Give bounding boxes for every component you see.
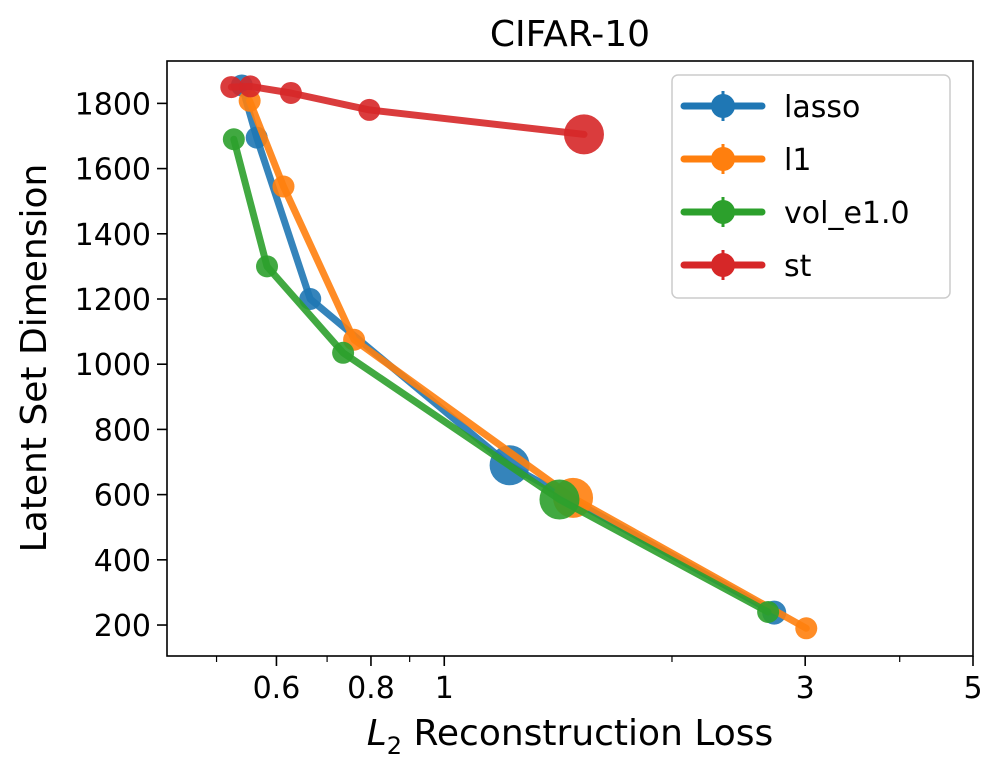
y-tick-label: 600 xyxy=(94,479,151,514)
data-point-vol-e1-0 xyxy=(222,128,245,151)
axis-ticks: 0.6 0.8 1 3 5 200 400 600 800 1000 1200 1400 1600 180… xyxy=(75,87,983,706)
legend-marker-st xyxy=(711,253,735,277)
data-point-st xyxy=(563,114,604,155)
x-tick-label: 5 xyxy=(963,671,982,706)
data-point-vol-e1-0 xyxy=(539,479,580,520)
legend-box xyxy=(671,74,951,299)
plot-frame xyxy=(166,60,974,657)
legend-marker-l1 xyxy=(711,147,735,171)
data-point-l1 xyxy=(272,175,295,198)
series-layer xyxy=(220,74,818,640)
data-point-l1 xyxy=(795,617,818,640)
series-st xyxy=(220,75,604,155)
legend-item-st: st xyxy=(680,249,812,284)
data-point-vol-e1-0 xyxy=(256,255,279,278)
legend-label-lasso: lasso xyxy=(784,90,860,125)
data-point-st xyxy=(239,75,262,98)
y-axis-title: Latent Set Dimension xyxy=(14,164,55,553)
x-tick-label: 1 xyxy=(435,671,454,706)
legend-item-l1: l1 xyxy=(680,143,811,178)
y-tick-label: 800 xyxy=(94,413,151,448)
x-axis-title-rest: Reconstruction Loss xyxy=(402,713,773,754)
y-tick-label: 200 xyxy=(94,609,151,644)
x-tick-label: 0.6 xyxy=(253,671,301,706)
x-tick-label: 3 xyxy=(796,671,815,706)
y-tick-label: 1200 xyxy=(75,283,151,318)
y-tick-label: 400 xyxy=(94,544,151,579)
legend: lasso l1 vol_e1.0st xyxy=(671,74,951,299)
y-tick-label: 1600 xyxy=(75,153,151,188)
chart-title: CIFAR-10 xyxy=(490,14,650,55)
series-vol-e1-0 xyxy=(222,128,780,623)
x-axis-title-sub: 2 xyxy=(387,732,402,760)
legend-item-vol-e1-0: vol_e1.0 xyxy=(680,196,910,231)
legend-items: lasso l1 vol_e1.0st xyxy=(680,90,910,284)
legend-marker-lasso xyxy=(711,94,735,118)
data-point-st xyxy=(279,81,302,104)
y-tick-label: 1000 xyxy=(75,348,151,383)
legend-item-lasso: lasso xyxy=(680,90,860,125)
x-tick-label: 0.8 xyxy=(347,671,395,706)
data-point-vol-e1-0 xyxy=(757,600,780,623)
data-point-vol-e1-0 xyxy=(332,341,355,364)
data-point-st xyxy=(220,76,243,99)
data-point-st xyxy=(358,98,381,121)
x-axis-title-main: L xyxy=(367,713,387,754)
y-tick-label: 1400 xyxy=(75,218,151,253)
x-axis-title: L2 Reconstruction Loss xyxy=(367,713,774,760)
legend-label-l1: l1 xyxy=(784,143,811,178)
y-tick-label: 1800 xyxy=(75,87,151,122)
legend-marker-vol-e1-0 xyxy=(711,200,735,224)
legend-label-st: st xyxy=(784,249,812,284)
legend-label-vol-e1-0: vol_e1.0 xyxy=(784,196,910,231)
